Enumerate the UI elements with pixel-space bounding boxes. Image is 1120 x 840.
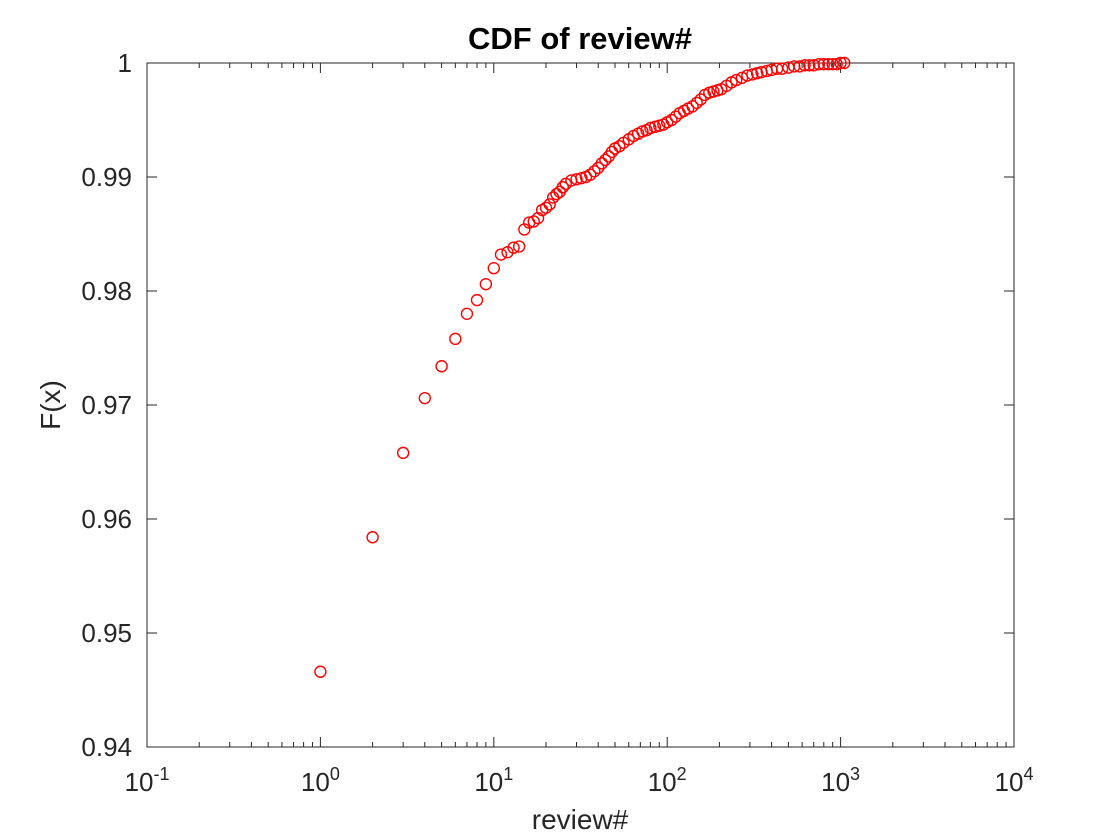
data-point — [741, 69, 754, 82]
data-point — [543, 198, 556, 211]
x-tick-label-exponent: 4 — [1023, 764, 1033, 784]
data-point — [694, 93, 707, 106]
data-markers — [314, 56, 851, 678]
data-point — [527, 215, 540, 228]
x-tick-label: 10-1 — [125, 764, 170, 797]
x-axis-label: review# — [532, 804, 629, 835]
data-point — [595, 157, 609, 170]
data-point — [449, 332, 462, 346]
chart-title: CDF of review# — [468, 21, 692, 56]
data-point — [798, 59, 811, 72]
data-point — [834, 56, 847, 70]
x-tick-label-base: 10 — [474, 767, 503, 797]
y-tick-label: 0.99 — [81, 162, 132, 192]
x-tick-label: 103 — [821, 764, 860, 797]
data-point — [775, 62, 789, 75]
data-point — [588, 165, 601, 178]
data-point — [314, 665, 327, 678]
data-point — [803, 59, 816, 72]
x-tick-label: 104 — [995, 764, 1034, 797]
data-point — [584, 168, 597, 181]
x-tick-label-exponent: 1 — [503, 764, 513, 784]
x-tick-label-base: 10 — [125, 767, 154, 797]
data-point — [479, 277, 493, 291]
x-tick-label-exponent: 2 — [677, 764, 687, 784]
data-point — [366, 531, 379, 544]
x-tick-label-exponent: 3 — [850, 764, 860, 784]
data-point — [507, 241, 520, 254]
x-tick-label: 102 — [648, 764, 687, 797]
y-tick-label: 0.98 — [81, 276, 132, 306]
y-tick-label: 1 — [118, 48, 132, 78]
data-point — [418, 391, 431, 405]
data-point — [838, 56, 851, 70]
data-point — [669, 110, 682, 123]
data-point — [822, 57, 835, 71]
x-tick-label-exponent: 0 — [330, 764, 340, 784]
data-point — [487, 262, 500, 275]
data-point — [665, 113, 678, 127]
data-point — [494, 248, 508, 261]
y-tick-label: 0.96 — [81, 504, 132, 534]
data-point — [644, 121, 657, 135]
x-tick-label-base: 10 — [301, 767, 330, 797]
data-point — [690, 96, 703, 110]
data-point — [807, 59, 820, 72]
data-point — [817, 57, 830, 71]
y-tick-label: 0.94 — [81, 732, 132, 762]
data-point — [826, 57, 839, 71]
data-point — [730, 73, 743, 87]
x-tick-label: 101 — [474, 764, 513, 797]
data-point — [793, 60, 806, 73]
data-point — [531, 211, 545, 225]
y-tick-label: 0.95 — [81, 618, 132, 648]
data-point — [599, 153, 612, 167]
data-point — [396, 446, 410, 460]
data-point — [512, 240, 526, 253]
data-point — [539, 201, 553, 214]
y-axis-label: F(x) — [35, 380, 66, 430]
x-tick-label-base: 10 — [648, 767, 677, 797]
data-point — [460, 307, 474, 320]
x-tick-label-exponent: -1 — [153, 764, 169, 784]
data-point — [686, 100, 699, 113]
data-point — [812, 57, 826, 71]
x-tick-label: 100 — [301, 764, 340, 797]
data-point — [556, 181, 570, 194]
data-point — [613, 140, 626, 153]
data-point — [570, 173, 583, 186]
data-point — [750, 67, 764, 80]
data-point — [550, 187, 563, 201]
x-tick-label-base: 10 — [995, 767, 1024, 797]
data-point — [435, 360, 448, 373]
y-tick-label: 0.97 — [81, 390, 132, 420]
data-point — [470, 293, 484, 307]
x-tick-label-base: 10 — [821, 767, 850, 797]
data-point — [746, 68, 759, 81]
